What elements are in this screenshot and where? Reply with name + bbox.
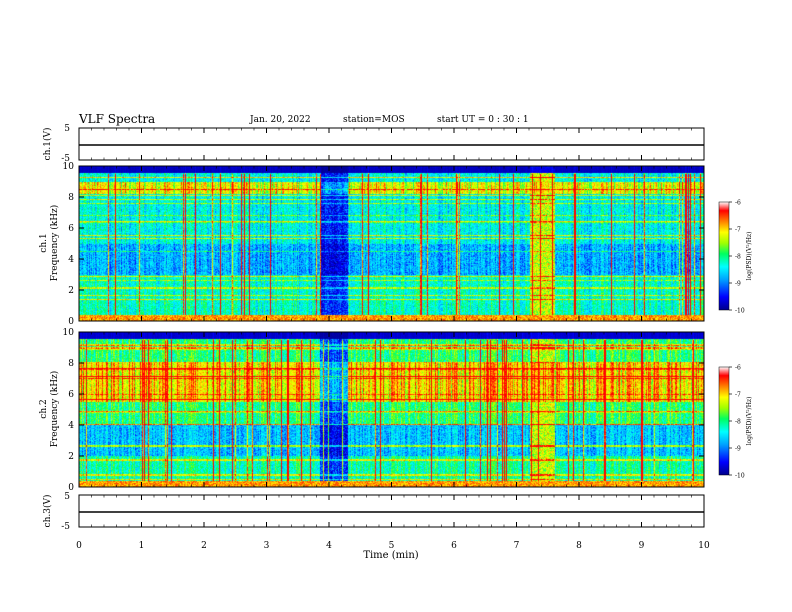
start-time-label: start UT = 0 : 30 : 1: [437, 115, 529, 125]
ch1-colorbar-label: log(PSD)(V²/Hz): [746, 232, 753, 281]
ch1-spectrogram-canvas-wrap: [79, 166, 704, 321]
ch2-ylabel-frequency: Frequency (kHz): [49, 371, 60, 448]
ch1-voltage-panel: 5 -5 ch.1(V): [42, 124, 705, 164]
colorbar-tick-label: -6: [735, 365, 741, 372]
time-tick-label: 5: [389, 541, 395, 551]
station-label: station=MOS: [343, 115, 405, 125]
ch1-spectrogram: [79, 166, 704, 321]
ch1-voltage-frame: [78, 127, 705, 161]
freq-tick-label: 6: [68, 390, 74, 400]
time-tick-label: 9: [639, 541, 645, 551]
ch1v-tick-bottom: -5: [61, 154, 70, 164]
ch2-colorbar-ticks: -6 -7 -8 -9 -10: [729, 365, 745, 480]
ch1-freq-ticks: 0 2 4 6 8 10: [63, 162, 704, 327]
time-tick-label: 7: [514, 541, 520, 551]
freq-tick-label: 10: [63, 328, 75, 338]
colorbar-tick-label: -8: [735, 254, 741, 261]
colorbar-tick-label: -7: [735, 392, 741, 399]
ch1-colorbar: [718, 201, 730, 311]
time-tick-label: 1: [139, 541, 145, 551]
ch1-voltage-ylabel: ch.1(V): [42, 128, 53, 161]
ch3-voltage-ylabel: ch.3(V): [42, 495, 53, 528]
ch3v-tick-top: 5: [64, 492, 70, 502]
freq-tick-label: 8: [68, 193, 74, 203]
ch3v-tick-bottom: -5: [61, 522, 70, 532]
freq-tick-label: 10: [63, 162, 75, 172]
freq-tick-label: 4: [68, 255, 74, 265]
ch1v-tick-top: 5: [64, 124, 70, 134]
time-tick-label: 3: [264, 541, 270, 551]
ch1-colorbar-ticks: -6 -7 -8 -9 -10: [729, 200, 745, 315]
time-tick-label: 2: [201, 541, 207, 551]
freq-tick-label: 0: [68, 317, 74, 327]
ch1-ylabel-frequency: Frequency (kHz): [49, 205, 60, 282]
freq-tick-label: 0: [68, 483, 74, 493]
colorbar-tick-label: -9: [735, 446, 741, 453]
ch1-ylabel-channel: ch.1: [39, 233, 49, 252]
colorbar-tick-label: -10: [735, 308, 745, 315]
ch3-voltage-panel: 5 -5 ch.3(V): [42, 492, 705, 532]
time-axis-ticks: 0 1 2 3 4 5 6 7 8 9 10: [76, 128, 710, 551]
colorbar-tick-label: -10: [735, 473, 745, 480]
colorbar-tick-label: -9: [735, 281, 741, 288]
time-axis-label: Time (min): [363, 550, 418, 561]
ch2-spectrogram-panel: 0 2 4 6 8 10 ch.2 Frequency (kHz) -6 -7 -8 -9 -10…: [39, 328, 753, 493]
ch1-spectrogram-panel: 0 2 4 6 8 10 ch.1 Frequency (kHz) -6 -7 -8 -9 -10…: [39, 162, 753, 327]
ch2-colorbar: [718, 366, 730, 476]
colorbar-tick-label: -6: [735, 200, 741, 207]
ch2-spectrogram: [79, 332, 704, 487]
date-label: Jan. 20, 2022: [250, 115, 311, 125]
freq-tick-label: 8: [68, 359, 74, 369]
freq-tick-label: 4: [68, 421, 74, 431]
ch2-freq-ticks: 0 2 4 6 8 10: [63, 328, 704, 493]
ch3-voltage-frame: [78, 494, 705, 528]
freq-tick-label: 2: [68, 286, 74, 296]
time-tick-label: 10: [698, 541, 710, 551]
colorbar-tick-label: -7: [735, 227, 741, 234]
ch2-spectrogram-canvas-wrap: [79, 332, 704, 487]
time-tick-label: 8: [576, 541, 582, 551]
freq-tick-label: 2: [68, 452, 74, 462]
ch2-colorbar-label: log(PSD)(V²/Hz): [746, 397, 753, 446]
freq-tick-label: 6: [68, 224, 74, 234]
colorbar-tick-label: -8: [735, 419, 741, 426]
time-tick-label: 6: [451, 541, 457, 551]
ch2-ylabel-channel: ch.2: [39, 399, 49, 418]
time-tick-label: 0: [76, 541, 82, 551]
chart-title: VLF Spectra: [79, 112, 156, 126]
time-tick-label: 4: [326, 541, 332, 551]
